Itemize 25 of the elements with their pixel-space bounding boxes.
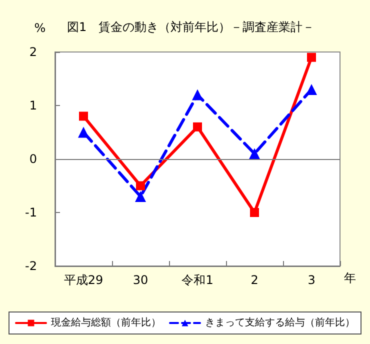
point bbox=[192, 89, 203, 100]
x-tick-label: 令和1 bbox=[182, 273, 214, 287]
point bbox=[250, 208, 259, 217]
x-tick-label: 平成29 bbox=[64, 273, 104, 287]
point bbox=[249, 148, 260, 160]
y-tick-label: 0 bbox=[29, 152, 37, 166]
point bbox=[79, 112, 88, 121]
point bbox=[136, 181, 145, 190]
point bbox=[135, 190, 146, 202]
point bbox=[193, 122, 202, 132]
y-tick-label: 1 bbox=[29, 98, 37, 112]
x-tick-label: 2 bbox=[250, 273, 258, 287]
y-axis-title: % bbox=[34, 21, 46, 35]
x-axis-title: 年 bbox=[344, 271, 356, 285]
legend-label: きまって支給する給与（前年比） bbox=[205, 316, 355, 328]
chart-title: 図1 賃金の動き（対前年比）－調査産業計－ bbox=[67, 20, 315, 34]
x-tick-label: 3 bbox=[308, 273, 316, 287]
y-tick-label: -2 bbox=[25, 259, 37, 273]
y-tick-label: -1 bbox=[25, 206, 37, 220]
point bbox=[306, 84, 317, 95]
point bbox=[307, 52, 316, 62]
x-tick-label: 30 bbox=[132, 273, 148, 287]
point bbox=[78, 126, 89, 138]
legend-label: 現金給与総額（前年比） bbox=[51, 316, 161, 328]
y-tick-label: 2 bbox=[29, 45, 37, 59]
